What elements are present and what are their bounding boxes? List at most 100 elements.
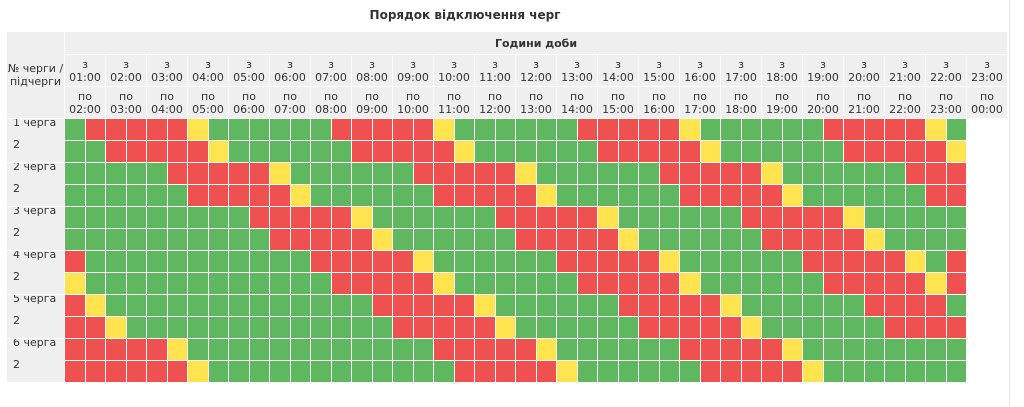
outage-cell xyxy=(884,316,906,339)
to-time: 17:00 xyxy=(684,102,716,116)
power-on-cell xyxy=(289,118,311,141)
to-time: 03:00 xyxy=(110,102,142,116)
hour-from-header: з 20:00 xyxy=(843,54,885,87)
power-on-cell xyxy=(125,228,147,251)
from-time: 14:00 xyxy=(602,70,634,84)
power-on-cell xyxy=(884,338,906,361)
power-on-cell xyxy=(679,360,701,383)
power-on-cell xyxy=(412,338,434,361)
power-on-cell xyxy=(802,162,824,185)
power-on-cell xyxy=(781,118,803,141)
power-on-cell xyxy=(351,316,373,339)
possible-outage-cell xyxy=(269,162,291,185)
outage-cell xyxy=(679,316,701,339)
possible-outage-cell xyxy=(84,294,106,317)
power-on-cell xyxy=(351,360,373,383)
hour-from-header: з 07:00 xyxy=(310,54,352,87)
power-on-cell xyxy=(248,140,270,163)
power-on-cell xyxy=(289,360,311,383)
power-on-cell xyxy=(699,250,721,273)
power-on-cell xyxy=(207,294,229,317)
hour-from-header: з 22:00 xyxy=(925,54,967,87)
power-on-cell xyxy=(802,140,824,163)
possible-outage-cell xyxy=(617,228,639,251)
power-on-cell xyxy=(228,228,250,251)
hour-to-header: по 22:00 xyxy=(884,86,926,119)
power-on-cell xyxy=(781,294,803,317)
outage-cell xyxy=(884,272,906,295)
outage-cell xyxy=(371,118,393,141)
power-on-cell xyxy=(371,162,393,185)
to-time: 06:00 xyxy=(233,102,265,116)
outage-cell xyxy=(515,206,537,229)
power-on-cell xyxy=(884,162,906,185)
outage-cell xyxy=(207,184,229,207)
power-on-cell xyxy=(187,272,209,295)
outage-cell xyxy=(453,338,475,361)
power-on-cell xyxy=(187,250,209,273)
outage-cell xyxy=(720,184,742,207)
to-time: 07:00 xyxy=(274,102,306,116)
outage-cell xyxy=(412,162,434,185)
power-on-cell xyxy=(597,294,619,317)
power-on-cell xyxy=(720,140,742,163)
subqueue-label: 2 xyxy=(13,270,20,283)
power-on-cell xyxy=(822,184,844,207)
power-on-cell xyxy=(720,206,742,229)
outage-cell xyxy=(843,228,865,251)
power-on-cell xyxy=(617,338,639,361)
power-on-cell xyxy=(638,184,660,207)
outage-cell xyxy=(638,250,660,273)
from-time: 21:00 xyxy=(889,70,921,84)
outage-cell xyxy=(679,162,701,185)
power-on-cell xyxy=(351,338,373,361)
outage-cell xyxy=(330,272,352,295)
power-on-cell xyxy=(269,250,291,273)
outage-cell xyxy=(781,360,803,383)
power-on-cell xyxy=(597,338,619,361)
power-on-cell xyxy=(720,228,742,251)
outage-cell xyxy=(392,316,414,339)
possible-outage-cell xyxy=(433,272,455,295)
outage-cell xyxy=(576,250,598,273)
outage-cell xyxy=(740,206,762,229)
power-on-cell xyxy=(617,184,639,207)
outage-cell xyxy=(699,316,721,339)
outage-cell xyxy=(863,250,885,273)
power-on-cell xyxy=(146,228,168,251)
outage-cell xyxy=(412,316,434,339)
power-on-cell xyxy=(699,206,721,229)
power-on-cell xyxy=(638,228,660,251)
power-on-cell xyxy=(904,184,926,207)
outage-cell xyxy=(679,338,701,361)
outage-cell xyxy=(576,228,598,251)
outage-cell xyxy=(822,206,844,229)
outage-cell xyxy=(945,162,967,185)
outage-cell xyxy=(802,228,824,251)
power-on-cell xyxy=(556,338,578,361)
power-on-cell xyxy=(392,162,414,185)
outage-cell xyxy=(371,294,393,317)
power-on-cell xyxy=(515,294,537,317)
hour-to-header: по 13:00 xyxy=(515,86,557,119)
power-on-cell xyxy=(945,118,967,141)
power-on-cell xyxy=(453,206,475,229)
power-on-cell xyxy=(146,294,168,317)
queue-label-cell: 5 черга 2 xyxy=(6,294,65,339)
possible-outage-cell xyxy=(781,338,803,361)
outage-cell xyxy=(740,162,762,185)
power-on-cell xyxy=(166,206,188,229)
outage-cell xyxy=(330,250,352,273)
possible-outage-cell xyxy=(781,184,803,207)
from-prefix: з xyxy=(123,57,129,71)
power-on-cell xyxy=(822,316,844,339)
power-on-cell xyxy=(64,118,86,141)
power-on-cell xyxy=(64,206,86,229)
power-on-cell xyxy=(351,162,373,185)
hour-to-header: по 07:00 xyxy=(269,86,311,119)
power-on-cell xyxy=(330,184,352,207)
power-on-cell xyxy=(822,162,844,185)
outage-cell xyxy=(84,360,106,383)
outage-cell xyxy=(433,294,455,317)
power-on-cell xyxy=(863,184,885,207)
